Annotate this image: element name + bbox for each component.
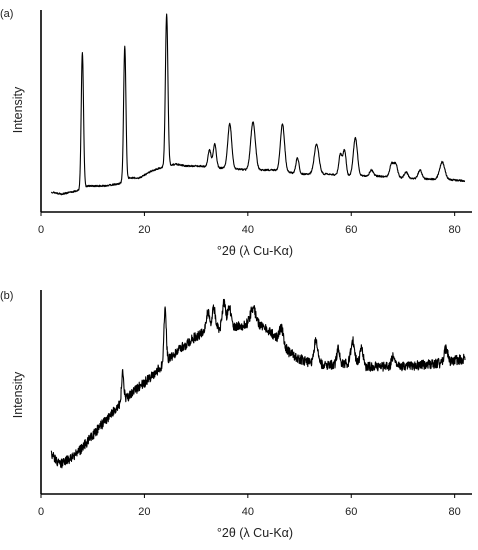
x-tick-label: 0	[38, 224, 44, 236]
panel-a-diffractogram-line	[50, 13, 466, 196]
x-tick-label: 40	[242, 506, 254, 518]
panel-b-y-axis-title: Intensity	[11, 371, 25, 418]
panel-a-x-ticks: 0 20 40 60 80	[38, 212, 461, 236]
panel-a-label: (a)	[0, 8, 13, 20]
panel-b-label: (b)	[0, 290, 13, 302]
x-tick-label: 60	[345, 224, 357, 236]
panel-a-y-axis-title: Intensity	[11, 86, 25, 133]
x-tick-label: 60	[345, 506, 357, 518]
panel-a: (a) Intensity 0 20 40 60 80 °2θ (λ Cu-Kα)	[0, 8, 472, 258]
x-tick-label: 0	[38, 506, 44, 518]
x-tick-label: 20	[138, 506, 150, 518]
panel-a-x-axis-title: °2θ (λ Cu-Kα)	[217, 244, 293, 258]
panel-b-diffractogram-line	[50, 298, 466, 469]
x-tick-label: 20	[138, 224, 150, 236]
x-tick-label: 40	[242, 224, 254, 236]
x-tick-label: 80	[449, 224, 461, 236]
x-tick-label: 80	[449, 506, 461, 518]
panel-b-x-axis-title: °2θ (λ Cu-Kα)	[217, 526, 293, 540]
panel-b-x-ticks: 0 20 40 60 80	[38, 494, 461, 518]
panel-b: (b) Intensity 0 20 40 60 80 °2θ (λ Cu-Kα)	[0, 290, 472, 540]
